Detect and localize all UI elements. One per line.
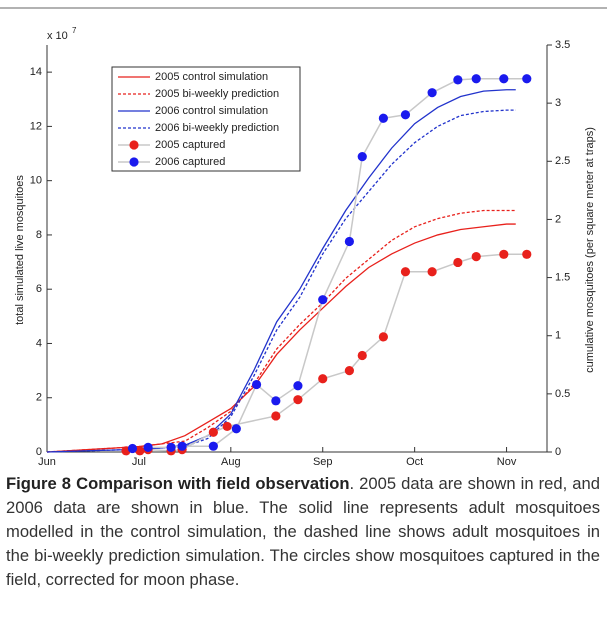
y-tick-label: 14 — [30, 66, 42, 78]
marker — [231, 424, 241, 434]
marker — [522, 249, 532, 259]
marker — [271, 411, 281, 421]
legend-swatch-marker — [129, 157, 139, 167]
legend-swatch-marker — [129, 140, 139, 150]
y2-tick-label: 2 — [555, 213, 561, 225]
legend-label: 2006 captured — [155, 156, 225, 168]
caption-text: . 2005 data are shown in red, and 2006 d… — [6, 474, 600, 589]
marker — [143, 442, 153, 452]
marker — [208, 441, 218, 451]
x-tick-label: Jul — [132, 456, 146, 468]
marker — [293, 381, 303, 391]
marker — [357, 350, 367, 361]
x-tick-label: Aug — [221, 456, 241, 468]
marker — [293, 395, 303, 405]
marker — [222, 421, 232, 432]
caption-label: Figure 8 Comparison with field observati… — [6, 474, 350, 493]
marker — [318, 374, 328, 384]
marker — [400, 110, 411, 120]
marker — [166, 442, 176, 452]
x-tick-label: Sep — [313, 456, 333, 468]
y-tick-label: 4 — [36, 337, 42, 349]
legend: 2005 control simulation 2005 bi-weekly pr… — [111, 66, 301, 172]
marker — [453, 257, 463, 268]
chart: x 10 7 total simulated live mosquitoes c… — [0, 7, 607, 468]
marker — [344, 236, 354, 247]
y-tick-label: 6 — [36, 283, 42, 295]
marker — [427, 88, 437, 98]
y-tick-label: 0 — [36, 446, 42, 458]
y2-axis-label: cumulative mosquitoes (per square meter … — [584, 127, 596, 373]
y-tick-label: 12 — [30, 120, 42, 132]
marker — [471, 74, 481, 84]
legend-label: 2006 control simulation — [155, 105, 268, 117]
marker — [471, 252, 481, 262]
y2-tick-label: 1.5 — [555, 271, 570, 283]
series-line — [46, 209, 516, 453]
axis-multiplier-exponent: 7 — [72, 26, 77, 35]
marker — [177, 441, 187, 451]
y-axis-label: total simulated live mosquitoes — [14, 175, 26, 325]
marker — [522, 74, 532, 84]
x-tick-label: Nov — [497, 456, 517, 468]
caption: Figure 8 Comparison with field observati… — [6, 472, 600, 592]
marker — [400, 267, 411, 277]
connector-line — [126, 253, 527, 452]
marker — [135, 446, 145, 456]
marker — [499, 74, 509, 84]
marker — [208, 427, 218, 437]
x-tick-label: Oct — [406, 456, 423, 468]
marker — [453, 75, 463, 85]
axis-multiplier: x 10 — [47, 30, 68, 42]
marker — [499, 249, 509, 259]
marker — [127, 443, 138, 454]
marker — [378, 113, 388, 123]
marker — [378, 332, 388, 342]
y2-tick-label: 2.5 — [555, 155, 570, 167]
legend-label: 2006 bi-weekly prediction — [155, 122, 279, 134]
legend-label: 2005 control simulation — [155, 71, 268, 83]
y2-tick-label: 3.5 — [555, 39, 570, 51]
y2-tick-label: 3 — [555, 97, 561, 109]
marker — [318, 295, 328, 305]
marker — [357, 152, 367, 162]
series-line — [46, 223, 516, 453]
legend-box — [111, 66, 301, 172]
marker — [251, 379, 262, 390]
y-tick-label: 2 — [36, 392, 42, 404]
series-line — [46, 109, 516, 453]
marker — [427, 267, 437, 277]
y2-tick-label: 1 — [555, 330, 561, 342]
x-tick-label: Jun — [38, 456, 56, 468]
y2-tick-label: 0.5 — [555, 388, 570, 400]
y-tick-label: 8 — [36, 229, 42, 241]
legend-label: 2005 captured — [155, 139, 225, 151]
marker — [344, 366, 354, 376]
y2-tick-label: 0 — [555, 446, 561, 458]
legend-label: 2005 bi-weekly prediction — [155, 88, 279, 100]
y-tick-label: 10 — [30, 175, 42, 187]
marker — [271, 396, 281, 406]
